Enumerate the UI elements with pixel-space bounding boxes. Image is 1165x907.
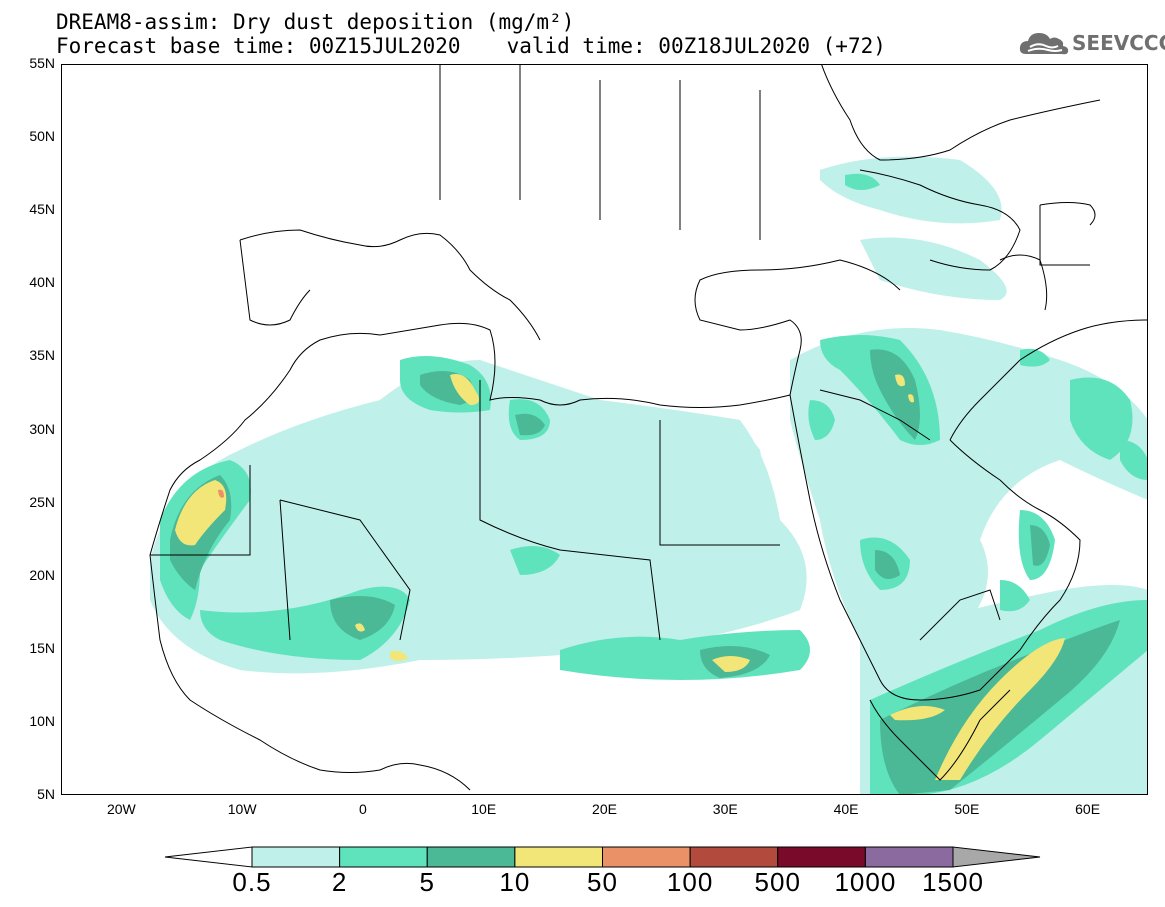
lon-label: 10W bbox=[227, 801, 257, 817]
lat-label: 55N bbox=[29, 55, 55, 71]
colorbar-label: 10 bbox=[499, 867, 531, 897]
lat-label: 10N bbox=[29, 712, 55, 729]
lat-label: 25N bbox=[29, 493, 55, 510]
lat-label: 45N bbox=[29, 201, 55, 218]
lat-label: 20N bbox=[29, 566, 55, 583]
colorbar-label: 2 bbox=[331, 867, 348, 897]
lat-label: 40N bbox=[29, 274, 55, 291]
colorbar-label: 1000 bbox=[834, 867, 897, 897]
lat-label: 35N bbox=[29, 347, 55, 364]
colorbar-label: 100 bbox=[666, 867, 714, 897]
lat-label: 50N bbox=[29, 128, 55, 145]
lon-label: 60E bbox=[1075, 801, 1101, 817]
lon-label: 0 bbox=[359, 801, 367, 817]
map-frame bbox=[61, 64, 1148, 795]
colorbar-label: 1500 bbox=[922, 867, 984, 897]
cloud-icon bbox=[1019, 33, 1069, 55]
logo-text: SEEVCCC bbox=[1072, 31, 1165, 55]
lat-label: 30N bbox=[29, 420, 55, 437]
colorbar-label: 500 bbox=[754, 867, 801, 897]
lon-label: 30E bbox=[712, 801, 738, 817]
lon-label: 10E bbox=[471, 801, 497, 817]
lon-label: 20W bbox=[106, 801, 136, 817]
valid-time: valid time: 00Z18JUL2020 (+72) bbox=[506, 34, 886, 58]
colorbar-label: 5 bbox=[419, 867, 435, 897]
base-time: Forecast base time: 00Z15JUL2020 bbox=[56, 34, 461, 58]
seevccc-logo: SEEVCCC bbox=[1018, 28, 1165, 58]
map-title: DREAM8-assim: Dry dust deposition (mg/m²… bbox=[56, 10, 575, 34]
lat-label: 15N bbox=[29, 639, 55, 656]
time-info: Forecast base time: 00Z15JUL2020 valid ti… bbox=[56, 34, 886, 58]
lat-label: 5N bbox=[37, 786, 55, 802]
colorbar-label: 50 bbox=[587, 867, 618, 897]
coastlines bbox=[149, 64, 1148, 791]
lon-label: 50E bbox=[954, 801, 980, 817]
colorbar-label: 0.5 bbox=[232, 867, 272, 897]
lon-label: 20E bbox=[592, 801, 617, 817]
dust-field bbox=[150, 156, 1148, 795]
lon-label: 40E bbox=[833, 801, 859, 817]
